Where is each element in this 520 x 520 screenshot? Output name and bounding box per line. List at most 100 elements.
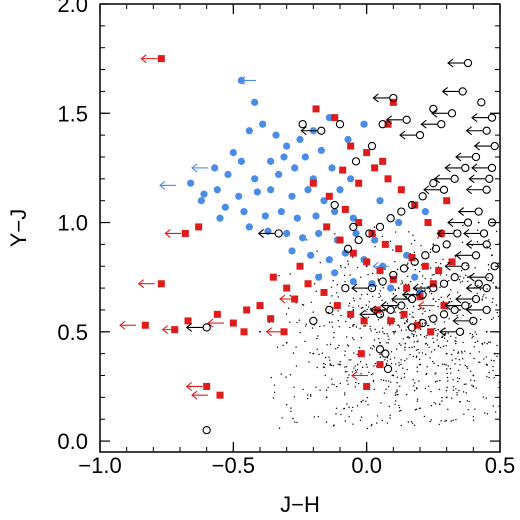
arrow-head [207,318,214,328]
background-dot [367,306,370,308]
background-dot [351,371,354,373]
background-dot [385,388,387,390]
blue-point [299,234,307,242]
background-dot [486,246,488,248]
background-dot [463,383,465,386]
black-point [461,163,470,173]
background-dot [495,304,498,306]
red-point [400,310,408,318]
background-dot [455,358,457,360]
background-dot [421,324,424,326]
background-dot [492,369,494,372]
background-dot [430,390,432,393]
blue-point [187,179,195,187]
background-dot [475,333,478,335]
black-point [447,109,457,118]
background-dot [337,346,339,349]
black-point [431,244,441,253]
background-dot [335,385,338,388]
arrow-head [465,305,473,315]
blue-point [251,98,259,106]
background-dot [459,400,461,403]
red-point [360,317,368,325]
background-dot [358,382,360,385]
background-dot [446,376,449,379]
background-dot [348,359,350,361]
background-dot [468,400,470,403]
background-dot [408,346,410,349]
background-dot [421,313,424,315]
background-dot [410,420,413,423]
red-point [363,149,371,157]
background-dot [485,330,488,333]
blue-point [197,197,205,205]
background-dot [400,344,402,346]
red-point [349,249,357,257]
background-dot [312,311,314,313]
background-dot [495,286,497,288]
background-dot [390,351,393,353]
upper-limit-arrow [161,325,179,335]
background-dot [334,233,336,235]
background-dot [455,342,457,345]
background-dot [340,266,342,268]
red-point [408,254,416,262]
background-dot [380,313,383,316]
background-dot [441,400,443,402]
background-dot [424,289,426,291]
background-dot [434,373,436,375]
background-dot [492,298,494,300]
background-dot [436,380,438,382]
background-dot [439,379,441,382]
background-dot [416,341,418,343]
background-dot [334,348,337,350]
arrow-head [185,323,193,332]
black-point [469,316,478,326]
blue-point [320,197,328,205]
background-dot [306,239,308,241]
red-point [312,105,320,113]
background-dot [360,337,362,339]
background-dot [351,406,354,409]
blue-point [403,251,411,259]
background-dot [369,325,371,328]
background-dot [411,422,414,424]
black-point [474,207,483,216]
upper-limit-arrow [441,86,459,96]
red-point [421,262,429,270]
background-dot [396,376,399,378]
red-point [448,258,456,266]
background-dot [365,265,368,268]
background-dot [486,364,488,366]
background-dot [418,352,420,354]
arrow-head [119,320,126,330]
black-point [471,152,481,162]
background-dot [285,313,288,315]
background-dot [497,262,500,264]
background-dot [379,290,382,292]
background-dot [330,286,333,288]
background-dot [439,286,441,289]
background-dot [278,427,281,429]
red-point [181,229,189,237]
background-dot [272,397,275,399]
background-dot [415,355,418,358]
red-point [256,302,264,310]
arrow-head [412,283,419,293]
arrow-head [391,294,398,304]
red-point [333,302,341,310]
background-dot [493,360,495,362]
y-tick-label: 0.0 [57,429,88,454]
background-dot [304,325,307,327]
background-dot [361,306,364,309]
background-dot [461,352,463,354]
background-dot [433,273,435,276]
background-dot [317,335,319,337]
blue-point [336,186,344,194]
background-dot [407,262,409,264]
upper-limit-arrow [257,229,275,238]
background-dot [344,366,346,368]
black-point [482,185,491,194]
background-dot [386,422,389,424]
background-dot [492,405,495,407]
